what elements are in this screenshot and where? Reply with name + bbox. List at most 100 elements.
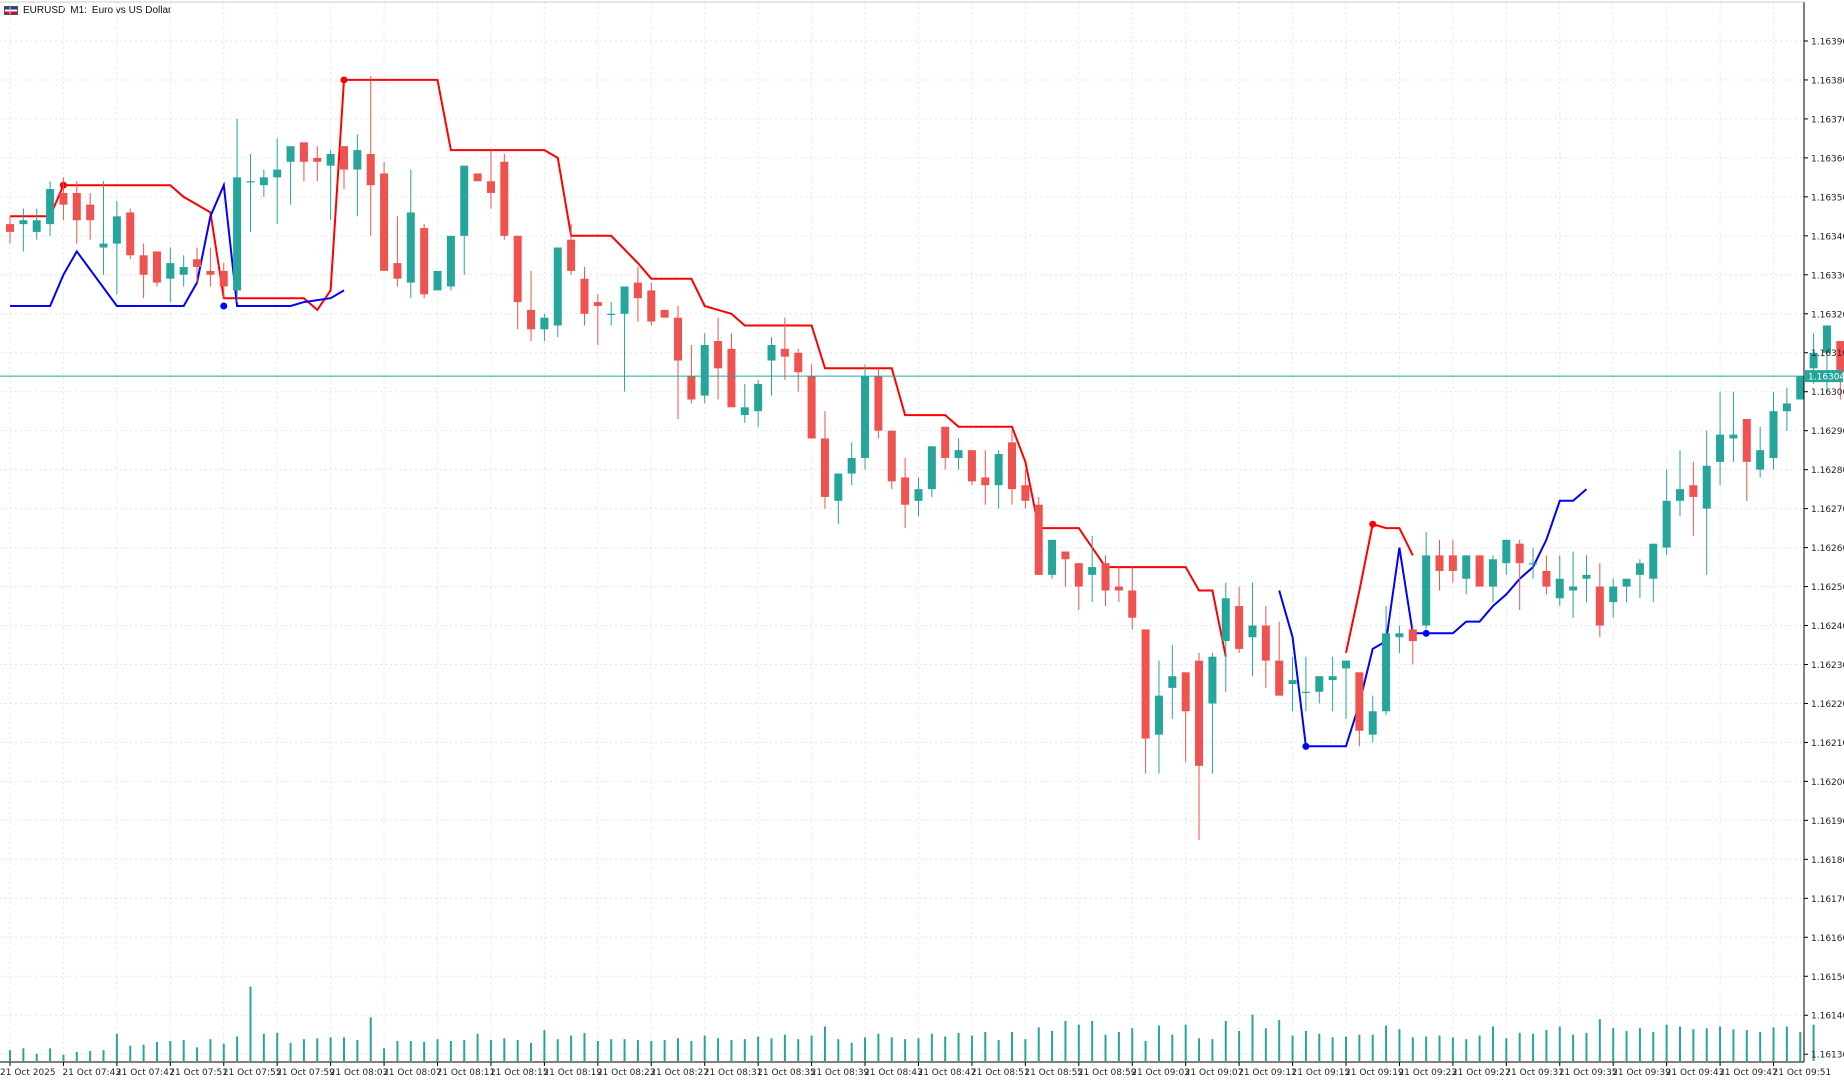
candle-bull: [353, 150, 362, 170]
candle-bull: [32, 220, 41, 232]
candle-bull: [1208, 656, 1217, 704]
candle-bull: [246, 181, 255, 183]
candle-bear: [1008, 442, 1016, 490]
lower-band-dot: [1302, 742, 1310, 750]
current-price-line: 1.16304: [0, 370, 1844, 383]
candle-bull: [1529, 563, 1538, 565]
candle-bear: [674, 317, 682, 361]
candle-bear: [794, 352, 803, 373]
candle-bear: [687, 376, 696, 400]
candle-bull: [1342, 660, 1350, 669]
candle-bull: [233, 177, 242, 291]
candle-bear: [366, 153, 375, 186]
candle-bull: [1368, 711, 1377, 735]
candle-bear: [1595, 586, 1604, 626]
price-tick-label: 1.16130: [1811, 1051, 1844, 1061]
candle-bear: [513, 235, 522, 303]
time-tick-label: 21 Oct 08:55: [1024, 1068, 1083, 1078]
price-tick-label: 1.16190: [1811, 817, 1844, 827]
candle-bull: [99, 243, 108, 248]
price-tick-label: 1.16280: [1811, 466, 1844, 476]
candle-bear: [1034, 504, 1043, 575]
price-tick-label: 1.16210: [1811, 739, 1844, 749]
candle-bear: [1836, 341, 1844, 373]
time-tick-label: 21 Oct 08:35: [757, 1068, 816, 1078]
candle-bull: [1328, 676, 1337, 681]
candle-bull: [607, 313, 616, 315]
time-tick-label: 21 Oct 09:23: [1398, 1068, 1457, 1078]
candle-bear: [1435, 555, 1444, 571]
time-tick-label: 21 Oct 08:07: [383, 1068, 442, 1078]
symbol-name: EURUSD: [23, 4, 66, 16]
candle-bear: [1448, 555, 1457, 571]
time-tick-label: 21 Oct 08:59: [1078, 1068, 1137, 1078]
candle-bear: [633, 282, 642, 299]
candle-bull: [1796, 376, 1805, 400]
candle-bull: [620, 286, 629, 314]
price-tick-label: 1.16170: [1811, 895, 1844, 905]
lower-band-dot: [220, 302, 228, 310]
lower-band-dot: [1422, 629, 1430, 637]
time-tick-label: 21 Oct 09:31: [1505, 1068, 1564, 1078]
candle-bull: [1702, 465, 1711, 509]
candle-bear: [1689, 485, 1698, 497]
candle-bull: [540, 317, 549, 330]
candle-bear: [139, 255, 148, 275]
candle-bear: [660, 309, 669, 318]
candle-bull: [46, 189, 55, 225]
candle-bull: [1488, 559, 1497, 587]
candle-bear: [1235, 606, 1244, 649]
candle-bear: [1061, 551, 1070, 560]
candle-bull: [1769, 411, 1778, 458]
time-tick-label: 21 Oct 07:51: [169, 1068, 228, 1078]
candle-bull: [1822, 325, 1831, 353]
candle-bull: [460, 165, 469, 236]
candle-bear: [299, 142, 308, 162]
candle-bear: [313, 157, 322, 162]
candle-bear: [1141, 629, 1150, 739]
time-tick-label: 21 Oct 09:03: [1131, 1068, 1190, 1078]
candle-bull: [1756, 450, 1765, 470]
price-tick-label: 1.16160: [1811, 934, 1844, 944]
candle-bear: [727, 348, 736, 408]
candle-bear: [647, 290, 656, 322]
candle-bear: [1355, 672, 1364, 731]
candle-bull: [259, 177, 268, 186]
symbol-description: Euro vs US Dollar: [91, 4, 172, 16]
candle-bull: [1716, 434, 1725, 462]
chart-title-bar: EURUSD M1: Euro vs US Dollar: [0, 0, 171, 20]
upper-band-line: [1345, 522, 1414, 654]
candle-bull: [1221, 598, 1230, 642]
price-tick-label: 1.16290: [1811, 427, 1844, 437]
indicator-bands: [10, 76, 1588, 750]
candle-bear: [6, 224, 14, 232]
candle-bull: [1555, 578, 1564, 599]
candle-bear: [500, 161, 509, 236]
candle-bear: [887, 430, 896, 482]
price-tick-label: 1.16180: [1811, 856, 1844, 866]
candle-bull: [112, 216, 121, 244]
candle-bull: [1315, 676, 1324, 692]
candle-bull: [553, 247, 562, 326]
candle-bear: [1275, 660, 1284, 696]
time-tick-label: 21 Oct 09:27: [1452, 1068, 1511, 1078]
candle-bear: [780, 348, 789, 357]
time-tick-label: 21 Oct 09:43: [1666, 1068, 1725, 1078]
candle-bull: [1782, 403, 1791, 412]
candle-bear: [593, 302, 602, 306]
price-tick-label: 1.16250: [1811, 583, 1844, 593]
candle-bull: [1248, 625, 1257, 638]
candle-bear: [86, 204, 95, 221]
candle-bull: [1729, 434, 1738, 439]
time-tick-label: 21 Oct 08:51: [971, 1068, 1030, 1078]
lower-band-line: [10, 181, 345, 307]
upper-band-line: [10, 78, 1227, 657]
candle-bull: [1048, 539, 1057, 575]
candle-bull: [273, 169, 282, 178]
candle-bear: [340, 146, 348, 170]
candle-bear: [580, 278, 589, 314]
candle-bull: [767, 344, 776, 361]
price-tick-label: 1.16220: [1811, 700, 1844, 710]
price-tick-label: 1.16300: [1811, 388, 1844, 398]
